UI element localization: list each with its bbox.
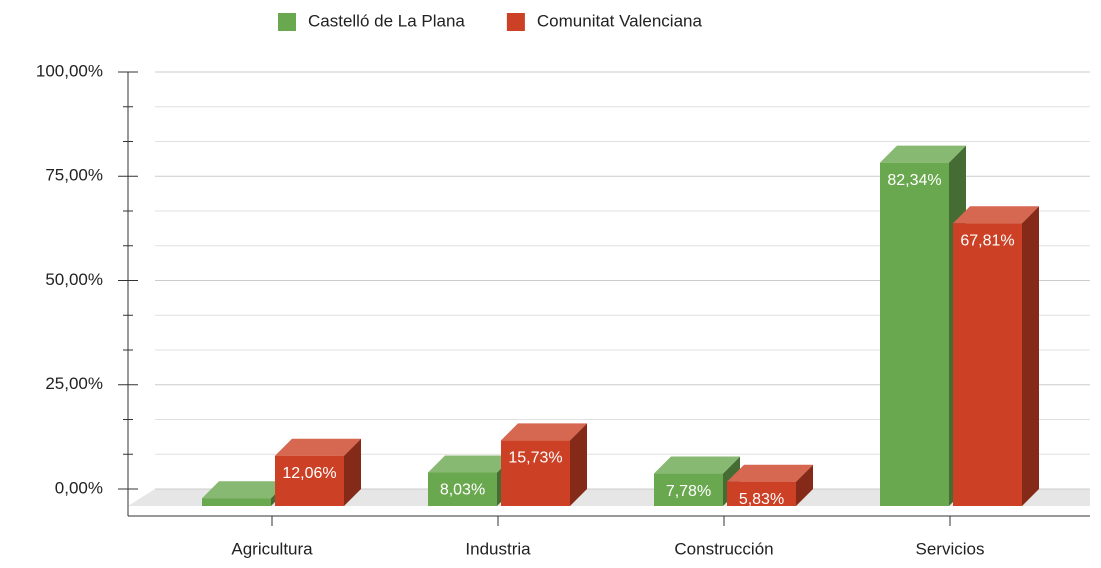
x-tick-label: Industria [465, 539, 531, 558]
y-tick-label: 25,00% [45, 374, 103, 393]
legend-label: Comunitat Valenciana [537, 11, 703, 30]
value-label: 15,73% [508, 450, 562, 467]
bar-side [570, 423, 587, 506]
bar-top [275, 438, 361, 456]
y-tick-label: 75,00% [45, 166, 103, 185]
value-label: 5,83% [739, 491, 784, 508]
bar-top [654, 456, 740, 474]
bar-top [501, 423, 587, 441]
value-label: 7,78% [666, 483, 711, 500]
y-tick-label: 100,00% [36, 61, 103, 80]
value-label: 82,34% [887, 172, 941, 189]
y-tick-label: 0,00% [55, 478, 103, 497]
bar [880, 162, 949, 506]
x-tick-label: Servicios [916, 539, 985, 558]
bar [953, 223, 1022, 506]
bar-top [202, 481, 288, 499]
bar-top [880, 145, 966, 163]
bar [275, 455, 344, 506]
bar-top [428, 455, 514, 473]
value-label: 12,06% [282, 465, 336, 482]
x-tick-label: Construcción [674, 539, 773, 558]
value-label: 67,81% [960, 232, 1014, 249]
bar [202, 498, 271, 506]
bar [654, 473, 723, 506]
bar [428, 472, 497, 506]
floor [128, 489, 1090, 506]
bar-side [1022, 206, 1039, 506]
bar-side [344, 438, 361, 506]
bar [501, 440, 570, 506]
value-label: 8,03% [440, 482, 485, 499]
bar-side [796, 464, 813, 506]
bar-top [727, 464, 813, 482]
x-tick-label: Agricultura [231, 539, 313, 558]
legend-swatch [506, 13, 525, 31]
bar [727, 481, 796, 506]
bar-top [953, 206, 1039, 224]
legend-label: Castelló de La Plana [308, 11, 465, 30]
legend-swatch [278, 13, 296, 31]
y-tick-label: 50,00% [45, 270, 103, 289]
